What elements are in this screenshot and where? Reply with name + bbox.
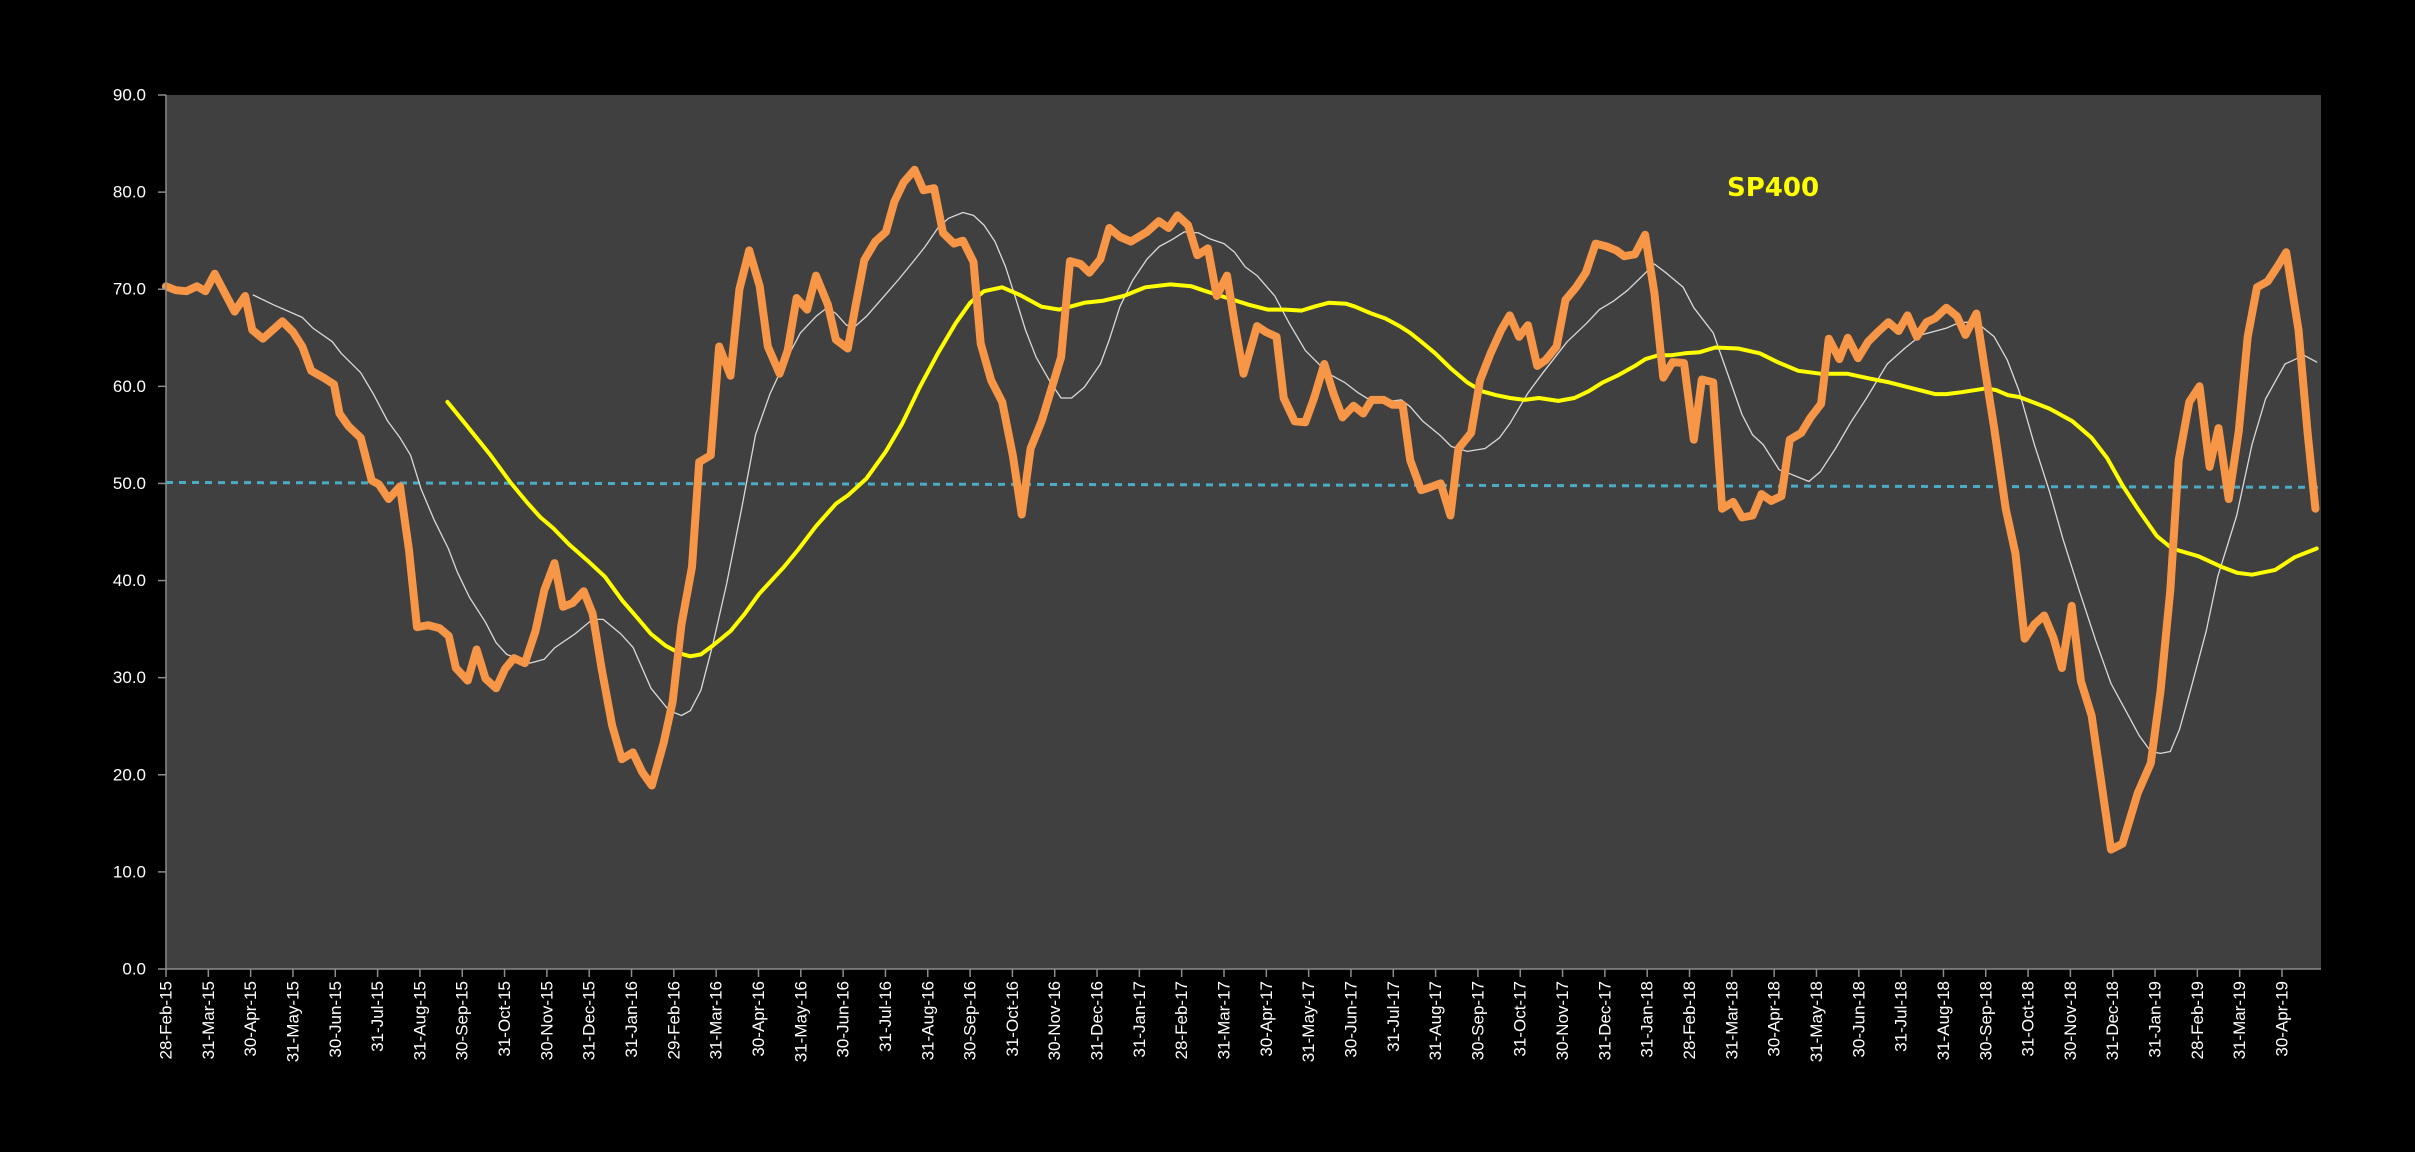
x-tick-label: 30-Sep-16	[961, 981, 980, 1060]
series-line-short-ma	[252, 211, 2318, 755]
y-tick-label: 0.0	[122, 960, 146, 979]
x-tick-label: 30-Jun-18	[1849, 981, 1868, 1058]
x-tick-label: 31-Mar-18	[1722, 981, 1741, 1059]
axes-layer: 0.0 10.0 20.0 30.0 40.0 50.0 60.0 70.0 80.0 90.0 2…	[113, 86, 2321, 1062]
x-tick-label: 31-Jul-15	[368, 981, 387, 1052]
x-tick-label: 30-Apr-18	[1765, 981, 1784, 1057]
y-tick-label: 20.0	[113, 765, 146, 784]
x-tick-label: 30-Apr-17	[1257, 981, 1276, 1057]
y-tick-label: 80.0	[113, 183, 146, 202]
x-tick-label: 30-Jun-15	[326, 981, 345, 1058]
x-tick-label: 31-Oct-15	[495, 981, 514, 1057]
x-tick-label: 31-Jul-16	[876, 981, 895, 1052]
y-tick-label: 10.0	[113, 862, 146, 881]
y-tick-label: 40.0	[113, 571, 146, 590]
x-tick-label: 31-Mar-19	[2230, 981, 2249, 1059]
y-tick-label: 50.0	[113, 474, 146, 493]
x-tick-label: 31-Aug-18	[1934, 981, 1953, 1060]
x-tick-label: 30-Jun-16	[834, 981, 853, 1058]
x-tick-label: 31-Oct-16	[1003, 981, 1022, 1057]
x-tick-label: 28-Feb-15	[157, 981, 176, 1059]
x-tick-label: 31-Jan-19	[2146, 981, 2165, 1058]
x-tick-label: 31-Jan-16	[622, 981, 641, 1058]
y-tick-label: 60.0	[113, 377, 146, 396]
series-line-weekly	[162, 165, 2320, 854]
x-tick-label: 31-Jan-18	[1638, 981, 1657, 1058]
y-tick-label: 90.0	[113, 86, 146, 105]
x-tick-label: 31-Oct-18	[2019, 981, 2038, 1057]
x-tick-label: 31-Jul-17	[1384, 981, 1403, 1052]
x-tick-label: 30-Apr-15	[241, 981, 260, 1057]
y-tick-label: 30.0	[113, 668, 146, 687]
chart-title: SP400	[1727, 173, 1819, 203]
x-tick-label: 30-Jun-17	[1341, 981, 1360, 1058]
x-tick-label: 31-Oct-17	[1511, 981, 1530, 1057]
x-tick-label: 28-Feb-18	[1680, 981, 1699, 1059]
x-tick-label: 31-Jan-17	[1130, 981, 1149, 1058]
x-tick-label: 31-Dec-18	[2103, 981, 2122, 1060]
x-tick-label: 31-May-15	[283, 981, 302, 1062]
x-tick-label: 31-Jul-18	[1892, 981, 1911, 1052]
series-layer	[162, 165, 2322, 854]
x-tick-label: 31-Dec-17	[1595, 981, 1614, 1060]
x-tick-label: 28-Feb-19	[2188, 981, 2207, 1059]
x-tick-label: 30-Sep-15	[453, 981, 472, 1060]
x-tick-label: 30-Nov-15	[537, 981, 556, 1060]
x-tick-label: 31-Mar-17	[1215, 981, 1234, 1059]
x-tick-label: 31-Mar-15	[199, 981, 218, 1059]
x-tick-label: 30-Apr-16	[749, 981, 768, 1057]
x-tick-label: 31-Aug-15	[410, 981, 429, 1060]
x-tick-label: 31-May-18	[1807, 981, 1826, 1062]
x-tick-label: 28-Feb-17	[1172, 981, 1191, 1059]
x-tick-label: 31-Aug-17	[1426, 981, 1445, 1060]
y-tick-label: 70.0	[113, 280, 146, 299]
x-tick-label: 31-Dec-16	[1088, 981, 1107, 1060]
x-tick-label: 30-Sep-18	[1976, 981, 1995, 1060]
x-tick-label: 30-Apr-19	[2273, 981, 2292, 1057]
plot-area	[166, 95, 2321, 969]
x-tick-label: 30-Nov-18	[2061, 981, 2080, 1060]
x-tick-label: 31-May-17	[1299, 981, 1318, 1062]
x-tick-label: 29-Feb-16	[664, 981, 683, 1059]
x-tick-label: 30-Sep-17	[1468, 981, 1487, 1060]
x-tick-label: 31-May-16	[791, 981, 810, 1062]
x-tick-label: 30-Nov-16	[1045, 981, 1064, 1060]
x-tick-label: 31-Mar-16	[707, 981, 726, 1059]
x-tick-label: 30-Nov-17	[1553, 981, 1572, 1060]
x-tick-label: 31-Aug-16	[918, 981, 937, 1060]
x-tick-label: 31-Dec-15	[580, 981, 599, 1060]
reference-line-50	[165, 480, 2322, 489]
